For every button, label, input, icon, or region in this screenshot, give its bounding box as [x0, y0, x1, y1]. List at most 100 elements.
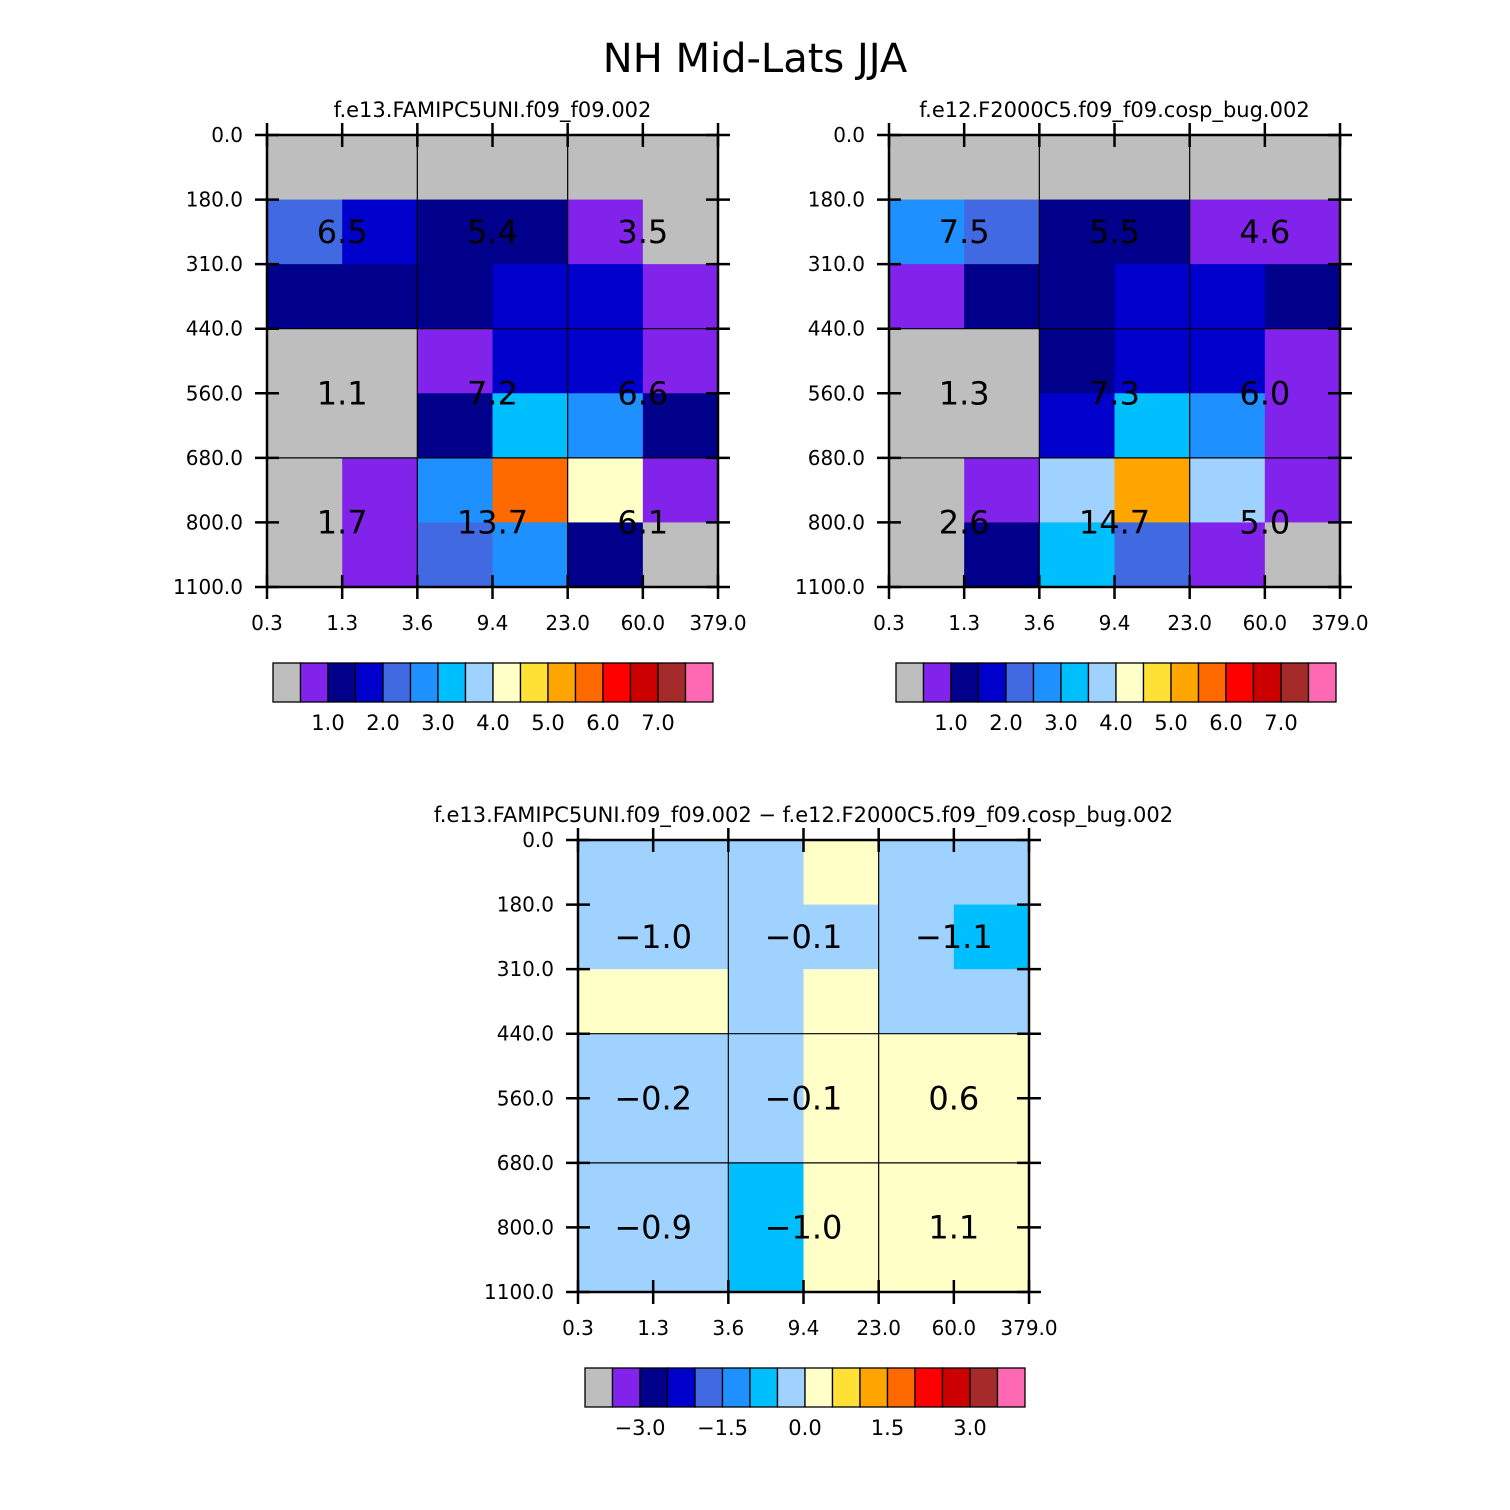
- heatmap-panel-1: f.e13.FAMIPC5UNI.f09_f09.002 0.0 180.0 310.…: [173, 98, 747, 735]
- heatmap-cell: [1189, 457, 1266, 524]
- box-value-label: 5.0: [1239, 503, 1290, 541]
- heatmap-cell: [1039, 264, 1116, 330]
- heatmap-cell: [653, 1227, 729, 1293]
- x-tick-label: 9.4: [477, 611, 509, 635]
- heatmap-cell: [642, 457, 719, 524]
- heatmap-cell: [953, 1227, 1030, 1293]
- heatmap-cell: [1114, 457, 1191, 524]
- panel-title: f.e12.F2000C5.f09_f09.cosp_bug.002: [919, 98, 1309, 123]
- y-tick-label: 310.0: [808, 252, 865, 276]
- box-value-label: 4.6: [1239, 213, 1290, 251]
- box-value-label: 14.7: [1079, 503, 1150, 541]
- heatmap-cell: [642, 328, 719, 394]
- heatmap-cell: [567, 457, 644, 524]
- colorbar-label: 0.0: [788, 1416, 821, 1440]
- box-value-label: −0.9: [614, 1208, 692, 1246]
- x-tick-label: 60.0: [1243, 611, 1288, 635]
- colorbar-swatch: [272, 662, 302, 703]
- heatmap-cell: [578, 904, 654, 970]
- heatmap-cell: [728, 1098, 805, 1164]
- heatmap-cell: [889, 393, 965, 459]
- heatmap-cell: [492, 328, 569, 394]
- box-value-label: 6.6: [617, 374, 668, 412]
- colorbar-swatch: [354, 662, 384, 703]
- heatmap-cell: [889, 135, 965, 201]
- x-tick-label: 0.3: [562, 1316, 594, 1340]
- heatmap-cell: [728, 969, 805, 1035]
- heatmap-panel-2: f.e12.F2000C5.f09_f09.cosp_bug.002 0.0 180…: [795, 98, 1369, 735]
- box-value-label: 5.4: [467, 213, 518, 251]
- heatmap-cell: [492, 393, 569, 459]
- heatmap-cell: [417, 135, 494, 201]
- y-tick-label: 1100.0: [173, 575, 243, 599]
- box-value-label: −1.1: [915, 918, 993, 956]
- heatmap-cell: [267, 328, 343, 394]
- colorbar-swatch: [657, 662, 687, 703]
- x-tick-label: 23.0: [1167, 611, 1212, 635]
- x-tick-label: 379.0: [689, 611, 746, 635]
- x-tick-label: 1.3: [948, 611, 980, 635]
- heatmap-cell: [578, 969, 654, 1035]
- box-value-label: 1.1: [928, 1208, 979, 1246]
- colorbar-label: 2.0: [366, 711, 399, 735]
- heatmap-cell: [1264, 135, 1341, 201]
- heatmap-cell: [964, 522, 1040, 588]
- box-value-label: 1.1: [317, 374, 368, 412]
- y-tick-label: 440.0: [808, 317, 865, 341]
- colorbar-swatch: [666, 1367, 696, 1408]
- heatmap-cell: [1114, 264, 1191, 330]
- colorbar-swatch: [639, 1367, 669, 1408]
- heatmap-cell: [1039, 328, 1116, 394]
- heatmap-cell: [1114, 328, 1191, 394]
- x-tick-label: 1.3: [326, 611, 358, 635]
- x-tick-label: 3.6: [1023, 611, 1055, 635]
- y-tick-label: 310.0: [186, 252, 243, 276]
- colorbar-swatch: [941, 1367, 971, 1408]
- colorbar-label: 1.0: [311, 711, 344, 735]
- heatmap-cell: [728, 1227, 805, 1293]
- colorbar-label: 5.0: [531, 711, 564, 735]
- heatmap-cell: [267, 199, 343, 265]
- y-tick-label: 440.0: [497, 1022, 554, 1046]
- colorbar-swatch: [1170, 662, 1200, 703]
- colorbar-swatch: [1252, 662, 1282, 703]
- heatmap-cell: [1114, 393, 1191, 459]
- heatmap-cell: [653, 840, 729, 906]
- heatmap-cell: [1264, 522, 1341, 588]
- colorbar-swatch: [831, 1367, 861, 1408]
- heatmap-cell: [964, 457, 1040, 524]
- colorbar-label: 2.0: [989, 711, 1022, 735]
- colorbar-swatch: [749, 1367, 779, 1408]
- panel-title: f.e13.FAMIPC5UNI.f09_f09.002 − f.e12.F20…: [434, 803, 1173, 828]
- y-tick-label: 0.0: [211, 123, 243, 147]
- heatmap-cell: [964, 264, 1040, 330]
- heatmap-cell: [342, 264, 418, 330]
- heatmap-cell: [417, 457, 494, 524]
- heatmap-cell: [492, 457, 569, 524]
- x-tick-label: 3.6: [401, 611, 433, 635]
- heatmap-cell: [653, 1162, 729, 1229]
- colorbar-swatch: [914, 1367, 944, 1408]
- heatmap-cell: [492, 522, 569, 588]
- heatmap-cell: [492, 264, 569, 330]
- heatmap-cell: [567, 199, 644, 265]
- colorbar-swatch: [996, 1367, 1026, 1408]
- heatmap-cell: [889, 264, 965, 330]
- box-value-label: 6.1: [617, 503, 668, 541]
- heatmap-cell: [953, 1033, 1030, 1099]
- colorbar-swatch: [1225, 662, 1255, 703]
- heatmap-cell: [642, 199, 719, 265]
- x-tick-label: 0.3: [873, 611, 905, 635]
- heatmap-cell: [492, 135, 569, 201]
- heatmap-cell: [953, 1162, 1030, 1229]
- colorbar-swatch: [602, 662, 632, 703]
- x-tick-label: 23.0: [545, 611, 590, 635]
- heatmap-cell: [267, 135, 343, 201]
- heatmap-cell: [1264, 328, 1341, 394]
- heatmap-cell: [803, 1033, 880, 1099]
- colorbar-swatch: [437, 662, 467, 703]
- colorbar-swatch: [1032, 662, 1062, 703]
- colorbar-label: 6.0: [586, 711, 619, 735]
- colorbar-swatch: [1142, 662, 1172, 703]
- heatmap-cell: [417, 264, 494, 330]
